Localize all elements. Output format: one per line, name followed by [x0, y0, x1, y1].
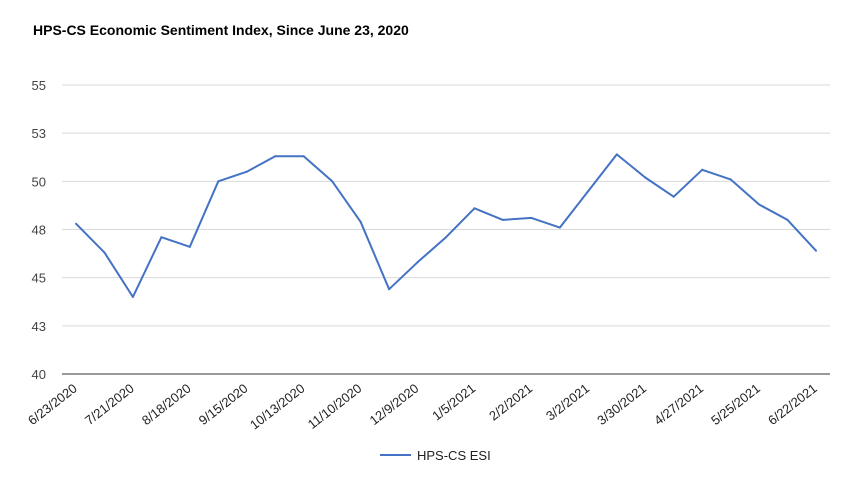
series-line-hps-cs-esi	[75, 153, 817, 298]
data-point	[701, 168, 704, 171]
data-point	[786, 218, 789, 221]
x-tick-label: 3/30/2021	[594, 381, 649, 428]
data-point	[587, 189, 590, 192]
data-point	[75, 222, 77, 225]
data-point	[815, 249, 817, 252]
x-axis-ticks: 6/23/2020 7/21/2020 8/18/2020 9/15/202010/1…	[25, 381, 820, 433]
x-tick-label: 5/25/2021	[708, 381, 763, 428]
data-point	[644, 176, 647, 179]
chart-title: HPS-CS Economic Sentiment Index, Since J…	[33, 22, 409, 38]
data-point	[388, 288, 391, 291]
data-point	[729, 178, 732, 181]
x-tick-label: 6/22/2021	[765, 381, 820, 428]
data-point	[331, 180, 334, 183]
x-tick-label: 9/15/2020	[196, 381, 251, 428]
x-tick-label: 2/2/2021	[486, 381, 535, 424]
y-tick-label: 53	[32, 126, 46, 141]
data-point	[672, 195, 675, 198]
y-axis-ticks: 40 43 45 48 50 53 55	[32, 78, 46, 382]
y-tick-label: 43	[32, 319, 46, 334]
x-tick-label: 7/21/2020	[82, 381, 137, 428]
y-tick-label: 45	[32, 271, 46, 286]
data-point	[501, 218, 504, 221]
data-point	[160, 236, 163, 239]
data-point	[558, 226, 561, 229]
x-tick-label: 10/13/2020	[247, 381, 308, 433]
x-tick-label: 1/5/2021	[429, 381, 478, 424]
x-tick-label: 11/10/2020	[305, 381, 365, 432]
data-point	[302, 155, 305, 158]
data-point	[188, 245, 191, 248]
data-point	[530, 216, 533, 219]
data-point	[217, 180, 220, 183]
data-point	[131, 295, 134, 298]
data-point	[615, 153, 618, 156]
x-tick-label: 6/23/2020	[25, 381, 80, 428]
data-point	[416, 261, 419, 264]
x-tick-label: 12/9/2020	[367, 381, 422, 428]
x-tick-label: 3/2/2021	[543, 381, 592, 424]
data-point	[758, 203, 761, 206]
y-tick-label: 40	[32, 367, 46, 382]
data-point	[274, 155, 277, 158]
data-point	[473, 207, 476, 210]
legend-label: HPS-CS ESI	[417, 448, 491, 463]
data-point	[359, 220, 362, 223]
data-point	[445, 236, 447, 239]
y-tick-label: 50	[32, 174, 46, 189]
series-layer	[75, 153, 817, 298]
x-tick-label: 8/18/2020	[139, 381, 194, 428]
y-tick-label: 55	[32, 78, 46, 93]
x-tick-label: 4/27/2021	[651, 381, 706, 428]
gridlines	[62, 84, 830, 375]
legend: HPS-CS ESI	[380, 448, 491, 463]
data-point	[245, 170, 248, 173]
y-tick-label: 48	[32, 223, 46, 238]
data-point	[103, 251, 106, 254]
